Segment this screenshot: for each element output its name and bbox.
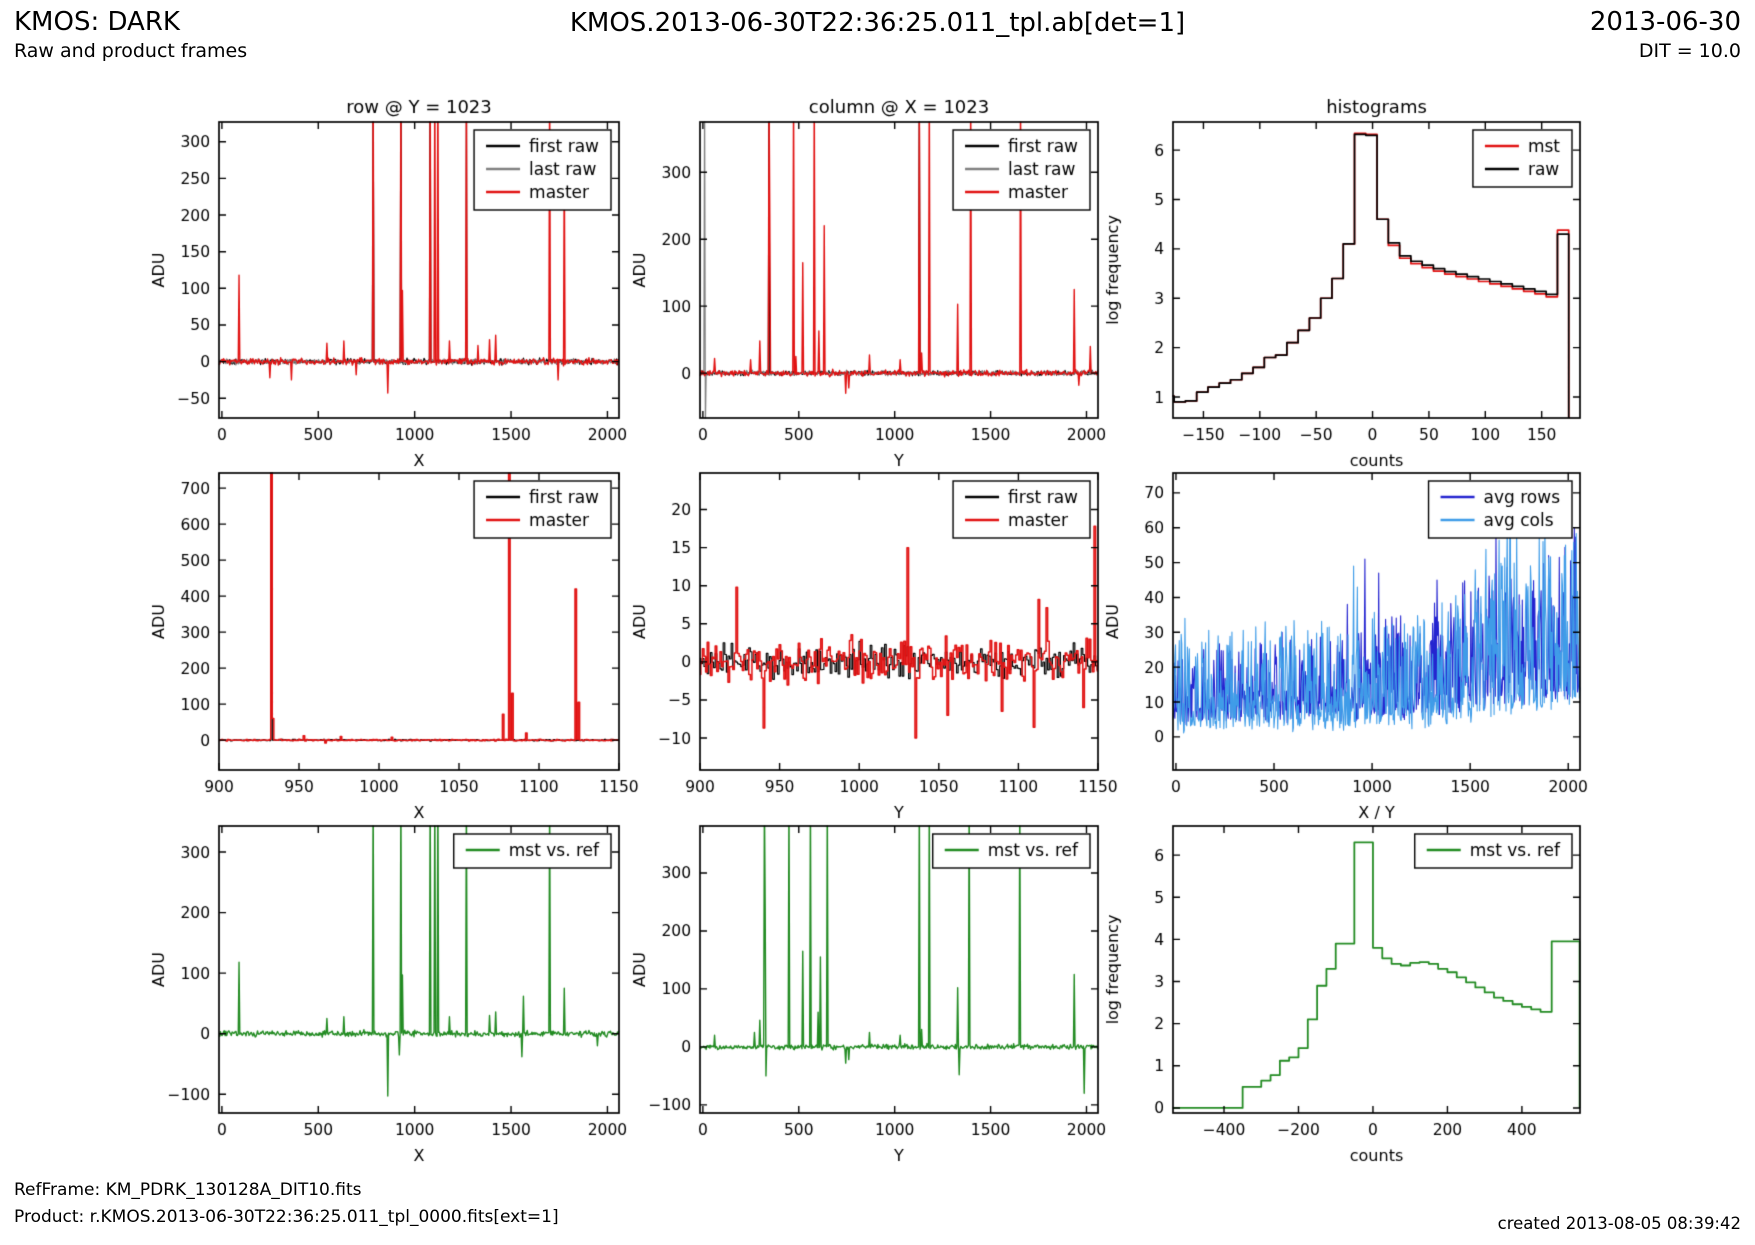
plot-row-profile-zoom bbox=[219, 473, 619, 770]
created-timestamp: created 2013-08-05 08:39:42 bbox=[1497, 1214, 1741, 1233]
plot-column-profile bbox=[700, 122, 1098, 418]
plot-histograms bbox=[1173, 122, 1580, 418]
product-text: Product: r.KMOS.2013-06-30T22:36:25.011_… bbox=[14, 1207, 559, 1227]
plot-column-profile-zoom bbox=[700, 473, 1098, 770]
plot-avg-rows-cols bbox=[1173, 473, 1580, 770]
plot-column-diff bbox=[700, 826, 1098, 1113]
plot-diff-histogram bbox=[1173, 826, 1580, 1113]
refframe-text: RefFrame: KM_PDRK_130128A_DIT10.fits bbox=[14, 1180, 362, 1200]
plot-row-diff bbox=[219, 826, 619, 1113]
plot-row-profile bbox=[219, 122, 619, 418]
